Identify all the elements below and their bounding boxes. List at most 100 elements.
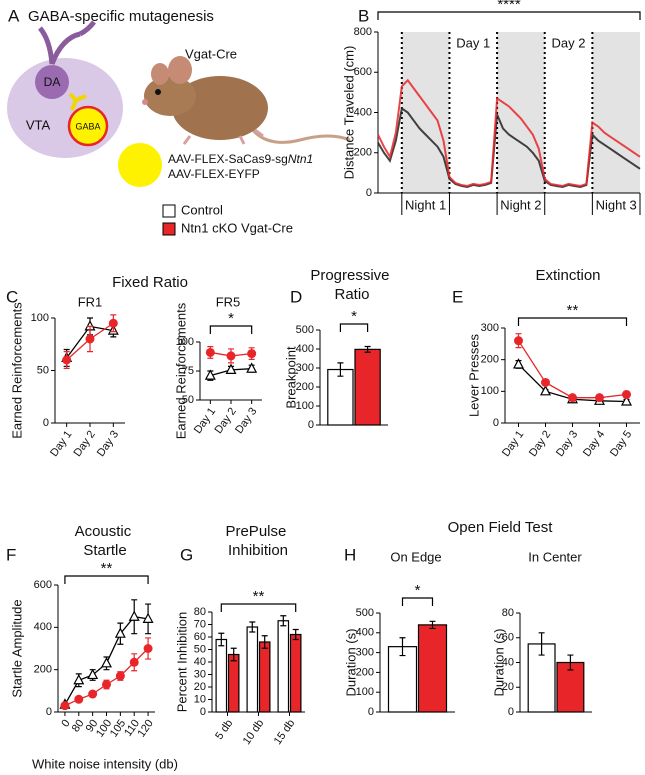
chart-subtitle: In Center [528, 549, 582, 564]
y-tick-label: 75 [182, 365, 194, 377]
period-label: Night 3 [596, 197, 637, 212]
y-tick-label: 100 [296, 400, 314, 412]
y-tick-label: 70 [194, 618, 206, 630]
x-tick-label: Day 1 [48, 429, 74, 459]
data-point [225, 363, 237, 374]
mouse-line-label: Vgat-Cre [185, 46, 237, 61]
x-tick-label: Day 2 [72, 429, 98, 459]
bar [387, 646, 418, 713]
chart-subtitle: On Edge [390, 549, 441, 564]
x-tick-label: 5 db [213, 718, 235, 742]
night-shading [497, 32, 545, 193]
data-point [247, 349, 257, 359]
virus-marker [118, 143, 162, 187]
y-tick-label: 500 [356, 607, 374, 619]
y-tick-label: 100 [481, 385, 499, 397]
legend-label: Control [181, 202, 223, 217]
bar [354, 348, 381, 426]
panel-letter: G [180, 545, 193, 564]
y-tick-label: 400 [354, 106, 372, 118]
x-tick-label: Day 4 [581, 429, 607, 459]
y-tick-label: 800 [354, 26, 372, 38]
y-tick-label: 200 [481, 354, 499, 366]
y-tick-label: 80 [502, 607, 514, 619]
gaba-cell [67, 105, 109, 147]
bar [215, 638, 228, 713]
chart-title: Open Field Test [448, 519, 554, 536]
y-tick-label: 40 [502, 656, 514, 668]
chart-title: PrePulse Inhibition [225, 523, 290, 559]
data-point [568, 393, 577, 403]
legend: Control Ntn1 cKO Vgat-Cre [162, 202, 293, 236]
panel-letter: C [6, 287, 18, 306]
y-tick-label: 100 [356, 686, 374, 698]
chart-title: Fixed Ratio [112, 274, 188, 291]
legend-label: Ntn1 cKO Vgat-Cre [181, 220, 293, 235]
night-shading [592, 32, 640, 193]
error-bar [538, 632, 545, 656]
significance-bracket [401, 597, 434, 606]
vector-name: AAV-FLEX-SaCas9-sg [168, 152, 288, 166]
bar [277, 620, 290, 713]
data-point [204, 369, 216, 380]
panel-letter: H [344, 545, 356, 564]
y-tick-label: 500 [296, 324, 314, 336]
data-point [246, 362, 258, 373]
chart-subtitle: FR5 [216, 294, 241, 309]
data-point [129, 657, 139, 667]
y-axis-label: Lever Presses [466, 333, 481, 417]
data-point [540, 385, 551, 396]
y-tick-label: 30 [194, 668, 206, 680]
bar [227, 653, 240, 713]
y-tick-label: 200 [34, 664, 52, 676]
da-cell [35, 65, 69, 99]
bar [417, 624, 448, 713]
data-point [115, 671, 125, 681]
x-tick-label: 0 [59, 718, 72, 730]
y-tick-label: 10 [194, 693, 206, 705]
period-label: Day 1 [456, 35, 490, 50]
bar [556, 661, 585, 713]
data-point [595, 393, 604, 403]
night-shading [401, 32, 450, 193]
panel-letter: D [290, 287, 302, 306]
y-tick-label: 0 [46, 706, 52, 718]
significance-label: ** [101, 560, 113, 577]
data-point [128, 610, 140, 621]
y-tick-label: 80 [194, 606, 206, 618]
data-point [108, 318, 118, 328]
x-tick-label: 90 [84, 718, 101, 735]
data-point [60, 701, 70, 711]
y-axis-label: Percent Inhibition [174, 612, 189, 712]
error-bar [230, 647, 237, 662]
data-point [621, 395, 632, 406]
series-line [377, 106, 641, 188]
bar [258, 641, 271, 713]
series-line [517, 340, 627, 399]
y-tick-label: 0 [308, 419, 314, 431]
error-bar [249, 621, 256, 633]
legend-swatch [162, 222, 176, 236]
y-tick-label: 0 [508, 706, 514, 718]
error-bar [364, 345, 371, 353]
x-tick-label: Day 3 [233, 406, 259, 436]
data-point [101, 657, 112, 668]
data-point [102, 679, 111, 689]
y-tick-label: 60 [502, 632, 514, 644]
x-tick-label: 80 [70, 718, 87, 735]
cell-label: GABA [75, 121, 100, 131]
chart-panel: Distance Traveled (cm) Night 1 Day 1 Night … [341, 0, 641, 215]
chart-title: Progressive Ratio [310, 267, 393, 303]
chart-panel: Progressive Ratio Breakpoint 0 100 200 300 400… [283, 267, 393, 431]
significance-bracket [220, 603, 297, 612]
significance-label: ** [567, 302, 579, 319]
error-bar [399, 637, 406, 657]
data-point [514, 336, 523, 346]
data-point [622, 390, 631, 399]
chart-panel: Fixed Ratio FR1 Earned Reinforcements 0 50 10… [9, 274, 188, 459]
period-label: Night 1 [405, 197, 446, 212]
